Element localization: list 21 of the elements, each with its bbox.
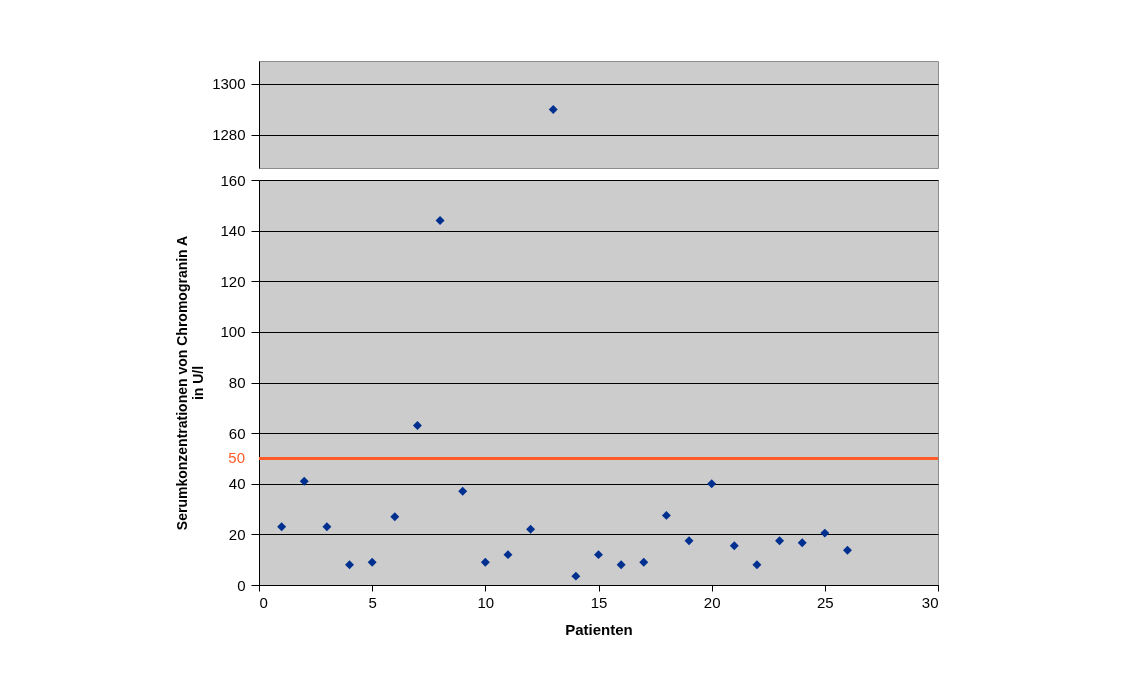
y-tick-label: 60 — [228, 424, 246, 442]
y-tick-label: 40 — [228, 475, 246, 493]
x-tick-label: 15 — [590, 593, 608, 611]
x-axis-title: Patienten — [565, 620, 633, 638]
x-tick-label: 5 — [368, 593, 377, 611]
y-tick-label: 100 — [220, 323, 246, 341]
x-tick-label: 25 — [816, 593, 834, 611]
y-tick-label: 120 — [220, 272, 246, 290]
x-tick-label: 30 — [921, 593, 939, 611]
y-tick-label: 1300 — [212, 75, 246, 93]
y-axis-title: Serumkonzentrationen von Chromogranin A in U/l — [174, 235, 207, 531]
ref-line-label: 50 — [228, 449, 245, 467]
y-tick-label: 140 — [220, 222, 246, 240]
x-tick-label: 20 — [703, 593, 721, 611]
y-tick-label: 1280 — [212, 126, 246, 144]
x-tick-label: 10 — [477, 593, 495, 611]
y-tick-label: 160 — [220, 171, 246, 189]
x-tick-label: 0 — [259, 593, 268, 611]
y-tick-label: 80 — [228, 374, 246, 391]
y-tick-label: 0 — [237, 576, 246, 594]
y-tick-label: 20 — [228, 525, 246, 543]
